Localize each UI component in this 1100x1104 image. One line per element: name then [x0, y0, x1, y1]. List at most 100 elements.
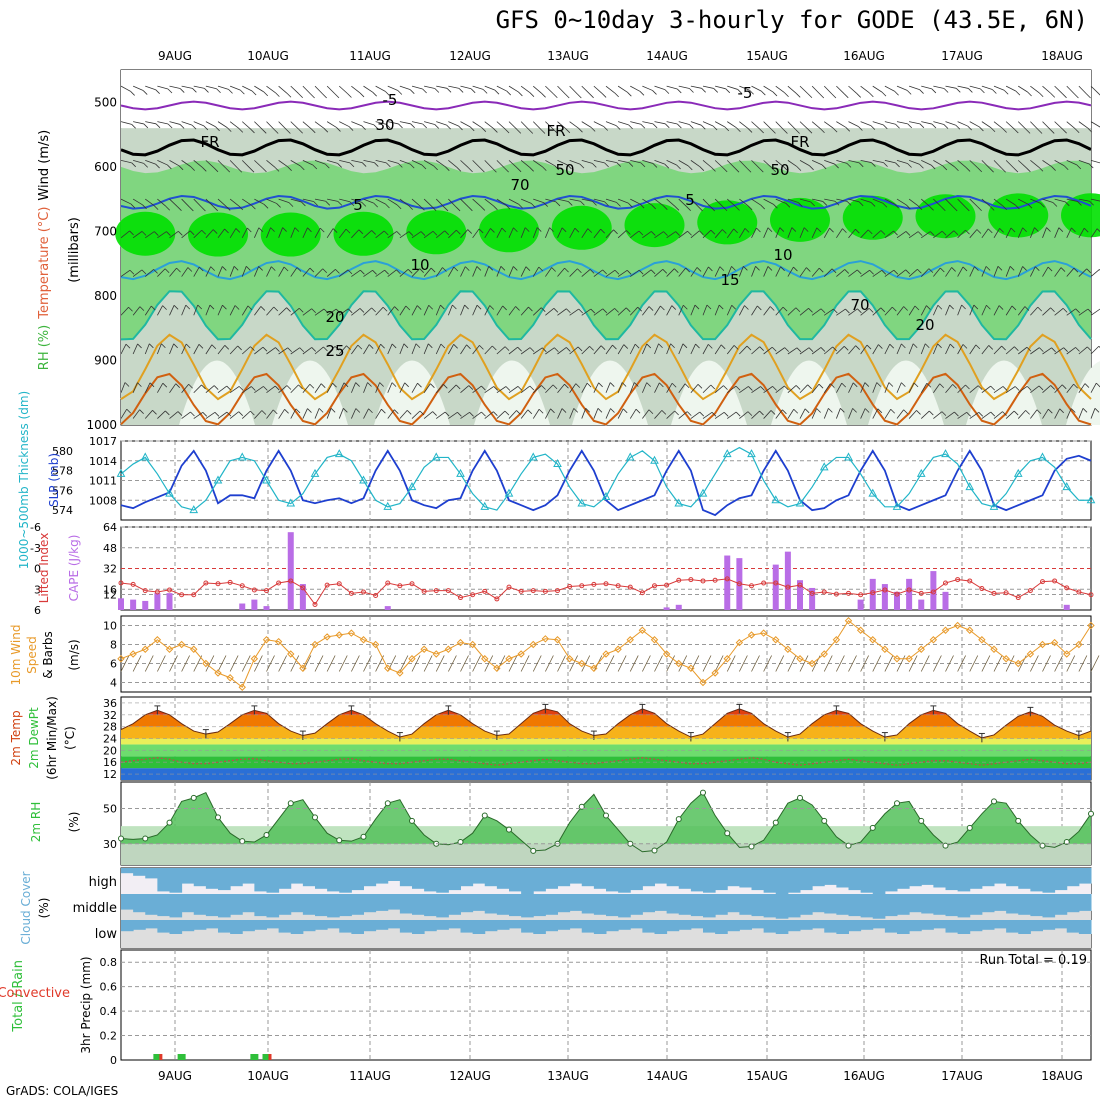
wind-barb-flag	[262, 346, 268, 352]
wind-barb	[532, 385, 542, 394]
wind-barb	[1018, 346, 1028, 355]
wind-barb-flag	[876, 382, 882, 387]
wind-barb-flag	[178, 231, 183, 236]
wind-barb-flag	[468, 206, 473, 212]
wind-barb-flag	[513, 227, 518, 233]
surface-wind-barb	[702, 655, 712, 672]
wind-barb	[654, 198, 664, 206]
wind-barb-flag	[481, 127, 487, 132]
wind-barb-flag	[952, 206, 958, 212]
precip-ytick: 0.4	[100, 1005, 118, 1018]
wind-barb	[811, 383, 820, 393]
wind-barb-flag	[386, 162, 391, 168]
wind-barb	[181, 343, 187, 355]
temp-band	[121, 708, 1091, 715]
slp-marker	[771, 495, 781, 504]
wind-barb	[339, 121, 350, 127]
wind-barb-flag	[1011, 305, 1017, 311]
wind-barb-flag	[989, 206, 995, 211]
lifted-index-point	[1003, 590, 1009, 596]
wind-barb-flag	[940, 267, 945, 273]
wind-barb-flag	[554, 347, 559, 353]
wind-barb-flag	[1038, 385, 1044, 391]
wind-barb	[533, 198, 544, 203]
slp-marker	[456, 468, 465, 477]
wind-barb	[896, 159, 908, 164]
wind-barb-flag	[580, 200, 585, 206]
rh-point	[1063, 839, 1070, 846]
wind-barb	[678, 305, 684, 316]
precip-total-bar	[250, 1054, 259, 1060]
wind-barb	[945, 411, 955, 419]
wind-barb	[448, 304, 453, 316]
rh-diurnal-dry	[179, 360, 255, 425]
cloud-bar	[121, 868, 134, 874]
wind-barb	[424, 85, 435, 89]
rh-patch-saturated	[479, 208, 539, 253]
wind-barb-flag	[637, 306, 642, 312]
wind-barb-flag	[479, 345, 484, 350]
wind-barb-flag	[772, 386, 777, 391]
cape-ytick: 32	[103, 563, 117, 576]
wind-barb-flag	[142, 90, 148, 95]
rh-unit-text: (%)	[67, 812, 81, 833]
lifted-ytick: 0	[34, 563, 41, 576]
wind-speed-point	[578, 659, 586, 668]
date-label-bottom: 13AUG	[547, 1069, 589, 1083]
precip-frame	[120, 949, 1092, 1061]
wind-barb-flag	[856, 93, 862, 98]
wind-barb	[702, 229, 712, 239]
wind-barb	[557, 267, 565, 277]
wind-barb-flag	[614, 92, 619, 98]
date-label-top: 10AUG	[247, 49, 289, 63]
cloud-bar	[860, 868, 874, 893]
wind-barb	[751, 227, 757, 238]
wind-barb	[302, 85, 311, 95]
wind-barb-flag	[128, 306, 133, 312]
cape-bar	[166, 593, 173, 610]
cape-ytick: 16	[103, 583, 117, 596]
wind-barb	[824, 198, 836, 202]
rh-ytick: 50	[103, 802, 117, 815]
wind-barb	[472, 121, 483, 129]
cloud-bar	[157, 920, 170, 933]
rh-diurnal-dry	[572, 360, 648, 425]
wind-barb	[132, 306, 141, 316]
wind-barb	[945, 384, 953, 393]
surface-wind-barb	[193, 655, 203, 672]
wind-barb-flag	[973, 304, 979, 310]
wind-barb-flag	[646, 382, 651, 387]
wind-barb-flag	[398, 163, 403, 168]
wind-barb	[545, 160, 556, 167]
wind-barb	[799, 347, 810, 355]
cloud-bar	[654, 894, 668, 911]
wind-barb	[872, 408, 879, 419]
wind-barb-flag	[662, 269, 668, 274]
cloud-bar	[266, 920, 280, 929]
wind-barb-flag	[771, 129, 776, 134]
wind-barb	[460, 304, 465, 316]
rh-point	[287, 800, 294, 807]
wind-barb-flag	[167, 123, 173, 129]
wind-barb-flag	[541, 93, 546, 98]
wind-barb	[945, 85, 957, 89]
wind-barb-flag	[553, 128, 558, 134]
wind-barb	[484, 85, 496, 91]
wind-barb	[981, 411, 991, 419]
wind-ytick: 4	[110, 677, 117, 690]
wind-barb-flag	[1034, 227, 1039, 232]
wind-barb	[860, 382, 866, 393]
slp-marker	[334, 449, 344, 458]
upper-ylabel-unit-text: (millibars)	[67, 217, 82, 283]
wind-barb-flag	[432, 411, 437, 416]
wind-barb-flag	[420, 205, 425, 211]
precip-total-bar	[262, 1054, 271, 1060]
wind-barb-flag	[880, 230, 886, 235]
wind-barb	[872, 159, 884, 163]
cloud-bar	[994, 920, 1007, 929]
wind-barb	[933, 305, 939, 316]
wind-barb-flag	[348, 126, 354, 131]
wind-barb-flag	[843, 346, 849, 351]
wind-barb-flag	[1040, 203, 1045, 208]
wind-barb-flag	[955, 88, 961, 93]
